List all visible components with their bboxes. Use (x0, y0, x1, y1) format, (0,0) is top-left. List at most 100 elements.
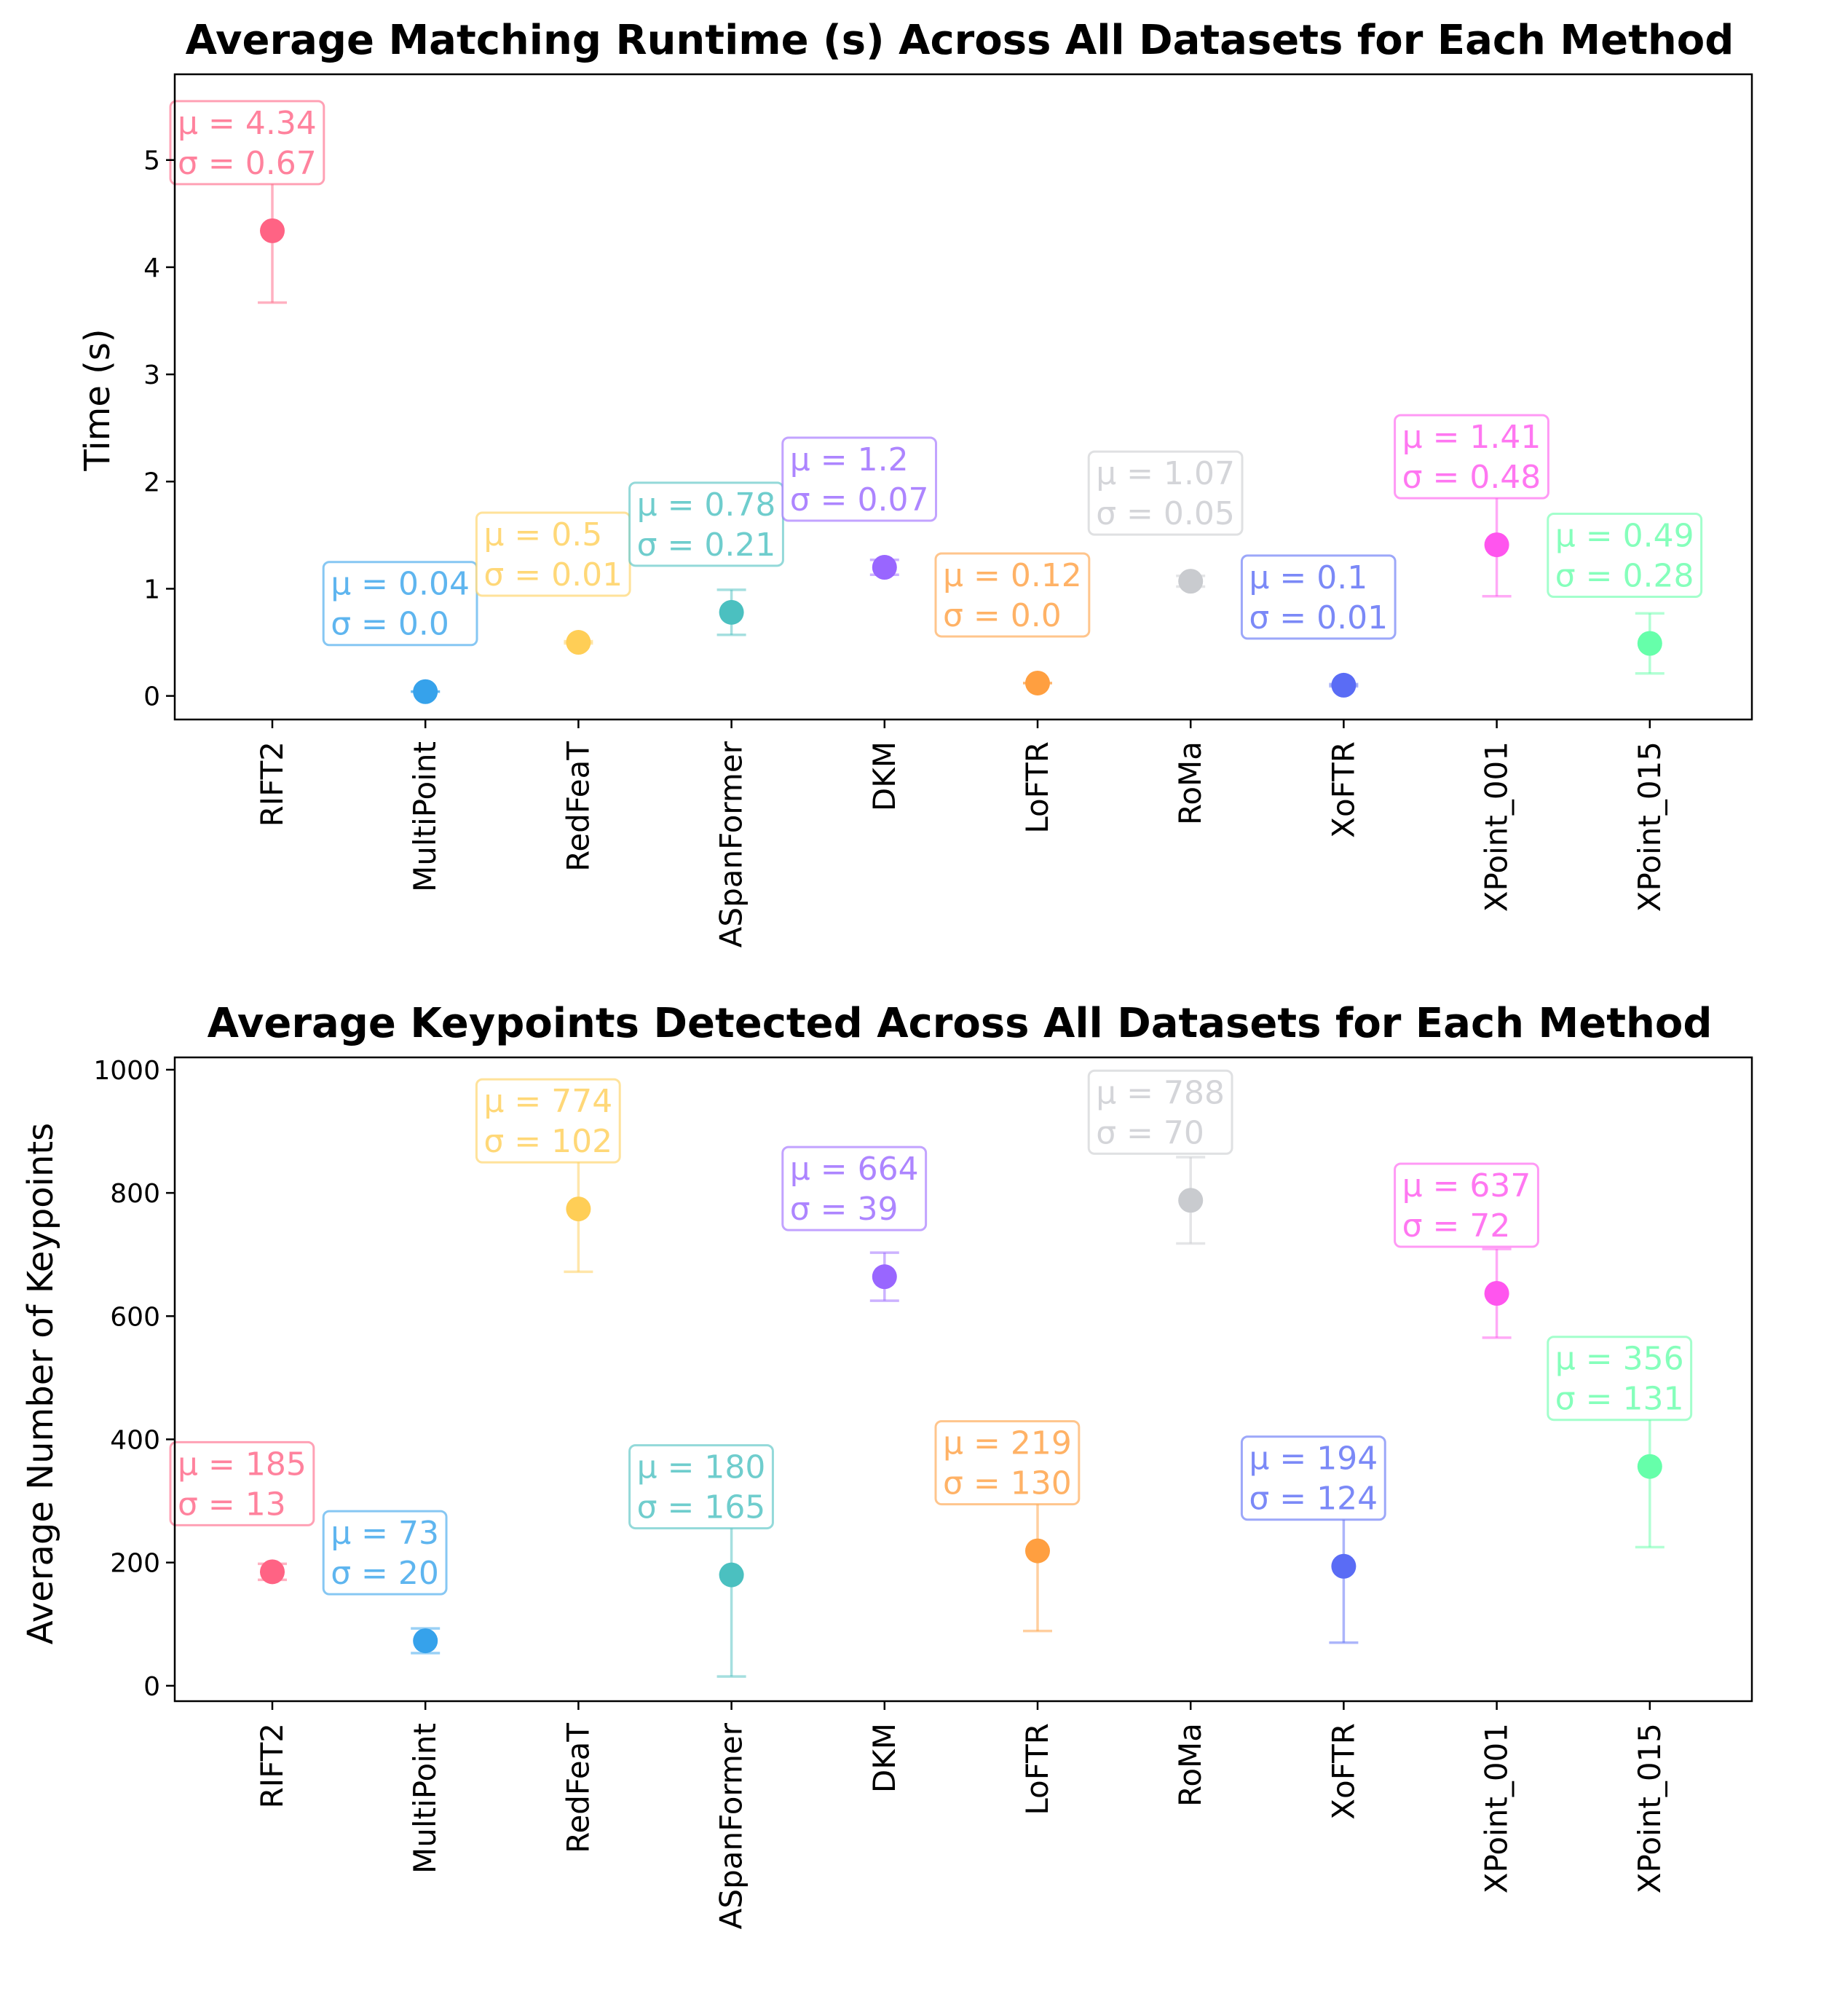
keypoints-point (1637, 1454, 1662, 1479)
keypoints-plot-frame (173, 1056, 1753, 1703)
keypoints-annotation-mean: μ = 637 (1402, 1167, 1531, 1205)
runtime-annotation-mean: μ = 0.49 (1555, 518, 1694, 555)
runtime-point (719, 599, 744, 625)
keypoints-annotation-std: σ = 124 (1249, 1481, 1378, 1518)
runtime-annotation-box (781, 436, 938, 522)
keypoints-annotation-mean: μ = 73 (331, 1515, 439, 1552)
keypoints-annotation-box (322, 1510, 448, 1596)
keypoints-ytick-label: 1000 (93, 1056, 160, 1086)
runtime-annotation-std: σ = 0.0 (943, 597, 1062, 634)
runtime-annotation-std: σ = 0.01 (483, 556, 623, 594)
keypoints-category-label: RIFT2 (254, 1723, 290, 1808)
runtime-ytick-label: 5 (143, 146, 160, 176)
runtime-point (1178, 569, 1204, 594)
keypoints-category-label: DKM (866, 1723, 902, 1793)
runtime-category-label: XPoint_001 (1479, 741, 1515, 912)
runtime-annotation-box (169, 100, 325, 186)
keypoints-annotation-box (1394, 1162, 1539, 1248)
keypoints-annotation-std: σ = 13 (178, 1486, 286, 1523)
keypoints-annotation: μ = 73σ = 20 (322, 1510, 448, 1596)
keypoints-point (413, 1628, 438, 1654)
runtime-annotation-mean: μ = 0.04 (331, 566, 470, 603)
runtime-annotation-std: σ = 0.01 (1249, 599, 1388, 636)
keypoints-category-label: ASpanFormer (714, 1722, 749, 1929)
runtime-annotation-box (1547, 513, 1703, 599)
runtime-chart-title: Average Matching Runtime (s) Across All … (186, 17, 1734, 64)
keypoints-point (566, 1196, 591, 1222)
runtime-annotation-box (322, 561, 478, 647)
runtime-annotation-mean: μ = 4.34 (178, 105, 317, 142)
keypoints-annotation-std: σ = 165 (637, 1489, 766, 1526)
keypoints-point (1484, 1280, 1509, 1306)
keypoints-annotation-std: σ = 131 (1555, 1381, 1684, 1418)
runtime-annotation-std: σ = 0.0 (331, 606, 449, 643)
runtime-annotation: μ = 0.12σ = 0.0 (934, 552, 1091, 638)
runtime-category-label: LoFTR (1019, 741, 1055, 834)
runtime-annotation-std: σ = 0.07 (790, 481, 929, 519)
keypoints-y-axis-label: Average Number of Keypoints (20, 1123, 61, 1644)
keypoints-ytick-label: 200 (110, 1549, 160, 1579)
keypoints-category-label: LoFTR (1019, 1723, 1055, 1815)
keypoints-ytick-label: 800 (110, 1179, 160, 1209)
runtime-plot-frame (173, 73, 1753, 721)
runtime-annotation-std: σ = 0.67 (178, 145, 317, 182)
runtime-annotation: μ = 4.34σ = 0.67 (169, 100, 325, 186)
runtime-category-label: RIFT2 (254, 741, 290, 827)
runtime-annotation-mean: μ = 1.2 (790, 441, 909, 478)
keypoints-chart-title: Average Keypoints Detected Across All Da… (208, 1000, 1713, 1047)
keypoints-category-label: RedFeaT (560, 1723, 596, 1853)
keypoints-chart: Average Keypoints Detected Across All Da… (20, 1000, 1753, 1929)
runtime-ytick-label: 1 (143, 575, 160, 604)
keypoints-point (1178, 1188, 1204, 1213)
runtime-point (260, 218, 285, 243)
keypoints-annotation-mean: μ = 194 (1249, 1440, 1378, 1478)
runtime-annotation-mean: μ = 0.1 (1249, 559, 1367, 596)
runtime-annotation-mean: μ = 0.12 (943, 557, 1082, 594)
runtime-annotation-mean: μ = 0.78 (637, 486, 776, 524)
keypoints-annotation-mean: μ = 219 (943, 1425, 1072, 1462)
runtime-ytick-label: 3 (143, 360, 160, 390)
runtime-annotation-std: σ = 0.28 (1555, 558, 1694, 595)
keypoints-category-label: XPoint_015 (1632, 1723, 1667, 1893)
keypoints-annotation-mean: μ = 180 (637, 1449, 766, 1486)
keypoints-annotation-mean: μ = 788 (1096, 1074, 1225, 1111)
keypoints-annotation-std: σ = 39 (790, 1191, 899, 1228)
runtime-annotation-box (1240, 554, 1397, 640)
keypoints-category-label: XPoint_001 (1479, 1723, 1515, 1893)
keypoints-annotation-std: σ = 70 (1096, 1114, 1204, 1151)
keypoints-category-label: XoFTR (1325, 1723, 1361, 1820)
keypoints-ytick-label: 600 (110, 1302, 160, 1332)
keypoints-annotation-mean: μ = 664 (790, 1151, 919, 1188)
keypoints-annotation-mean: μ = 185 (178, 1446, 307, 1483)
runtime-category-label: RoMa (1172, 741, 1208, 825)
runtime-y-ticks: 0 1 2 3 4 5 (143, 146, 175, 712)
keypoints-ytick-label: 400 (110, 1425, 160, 1455)
runtime-annotation: μ = 1.07σ = 0.05 (1087, 450, 1244, 536)
keypoints-category-label: MultiPoint (407, 1723, 443, 1874)
keypoints-annotation-box (1087, 1069, 1233, 1155)
keypoints-annotation-mean: μ = 356 (1555, 1341, 1684, 1378)
runtime-annotation: μ = 0.49σ = 0.28 (1547, 513, 1703, 599)
keypoints-point (1025, 1538, 1050, 1564)
runtime-annotation-box (628, 481, 784, 567)
keypoints-y-ticks: 0 200 400 600 800 1000 (93, 1056, 175, 1702)
runtime-annotation-box (934, 552, 1091, 638)
runtime-annotation: μ = 1.2σ = 0.07 (781, 436, 938, 522)
keypoints-point (872, 1264, 897, 1290)
runtime-point (1637, 631, 1662, 656)
runtime-ytick-label: 2 (143, 468, 160, 497)
runtime-annotation: μ = 0.5σ = 0.01 (475, 511, 631, 597)
keypoints-annotation-box (628, 1444, 774, 1530)
runtime-annotation-mean: μ = 1.07 (1096, 455, 1235, 492)
runtime-ytick-label: 0 (143, 682, 160, 712)
runtime-annotation: μ = 0.78σ = 0.21 (628, 481, 784, 567)
keypoints-annotation-std: σ = 20 (331, 1555, 439, 1592)
keypoints-ytick-label: 0 (143, 1672, 160, 1702)
runtime-category-label: RedFeaT (560, 741, 596, 872)
